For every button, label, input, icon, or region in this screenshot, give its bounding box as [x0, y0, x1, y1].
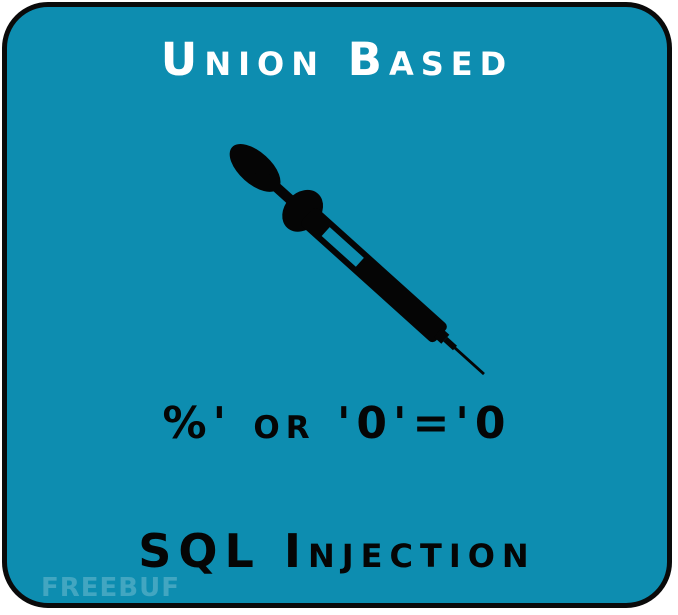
sql-injection-card: Union Based %' or '0'='0 SQL Injection F…: [2, 2, 672, 608]
sql-payload-text: %' or '0'='0: [162, 398, 512, 449]
card-title: Union Based: [160, 33, 514, 86]
syringe-icon: [229, 144, 485, 376]
card-footer-title: SQL Injection: [138, 524, 536, 578]
watermark-text: FREEBUF: [41, 573, 180, 603]
